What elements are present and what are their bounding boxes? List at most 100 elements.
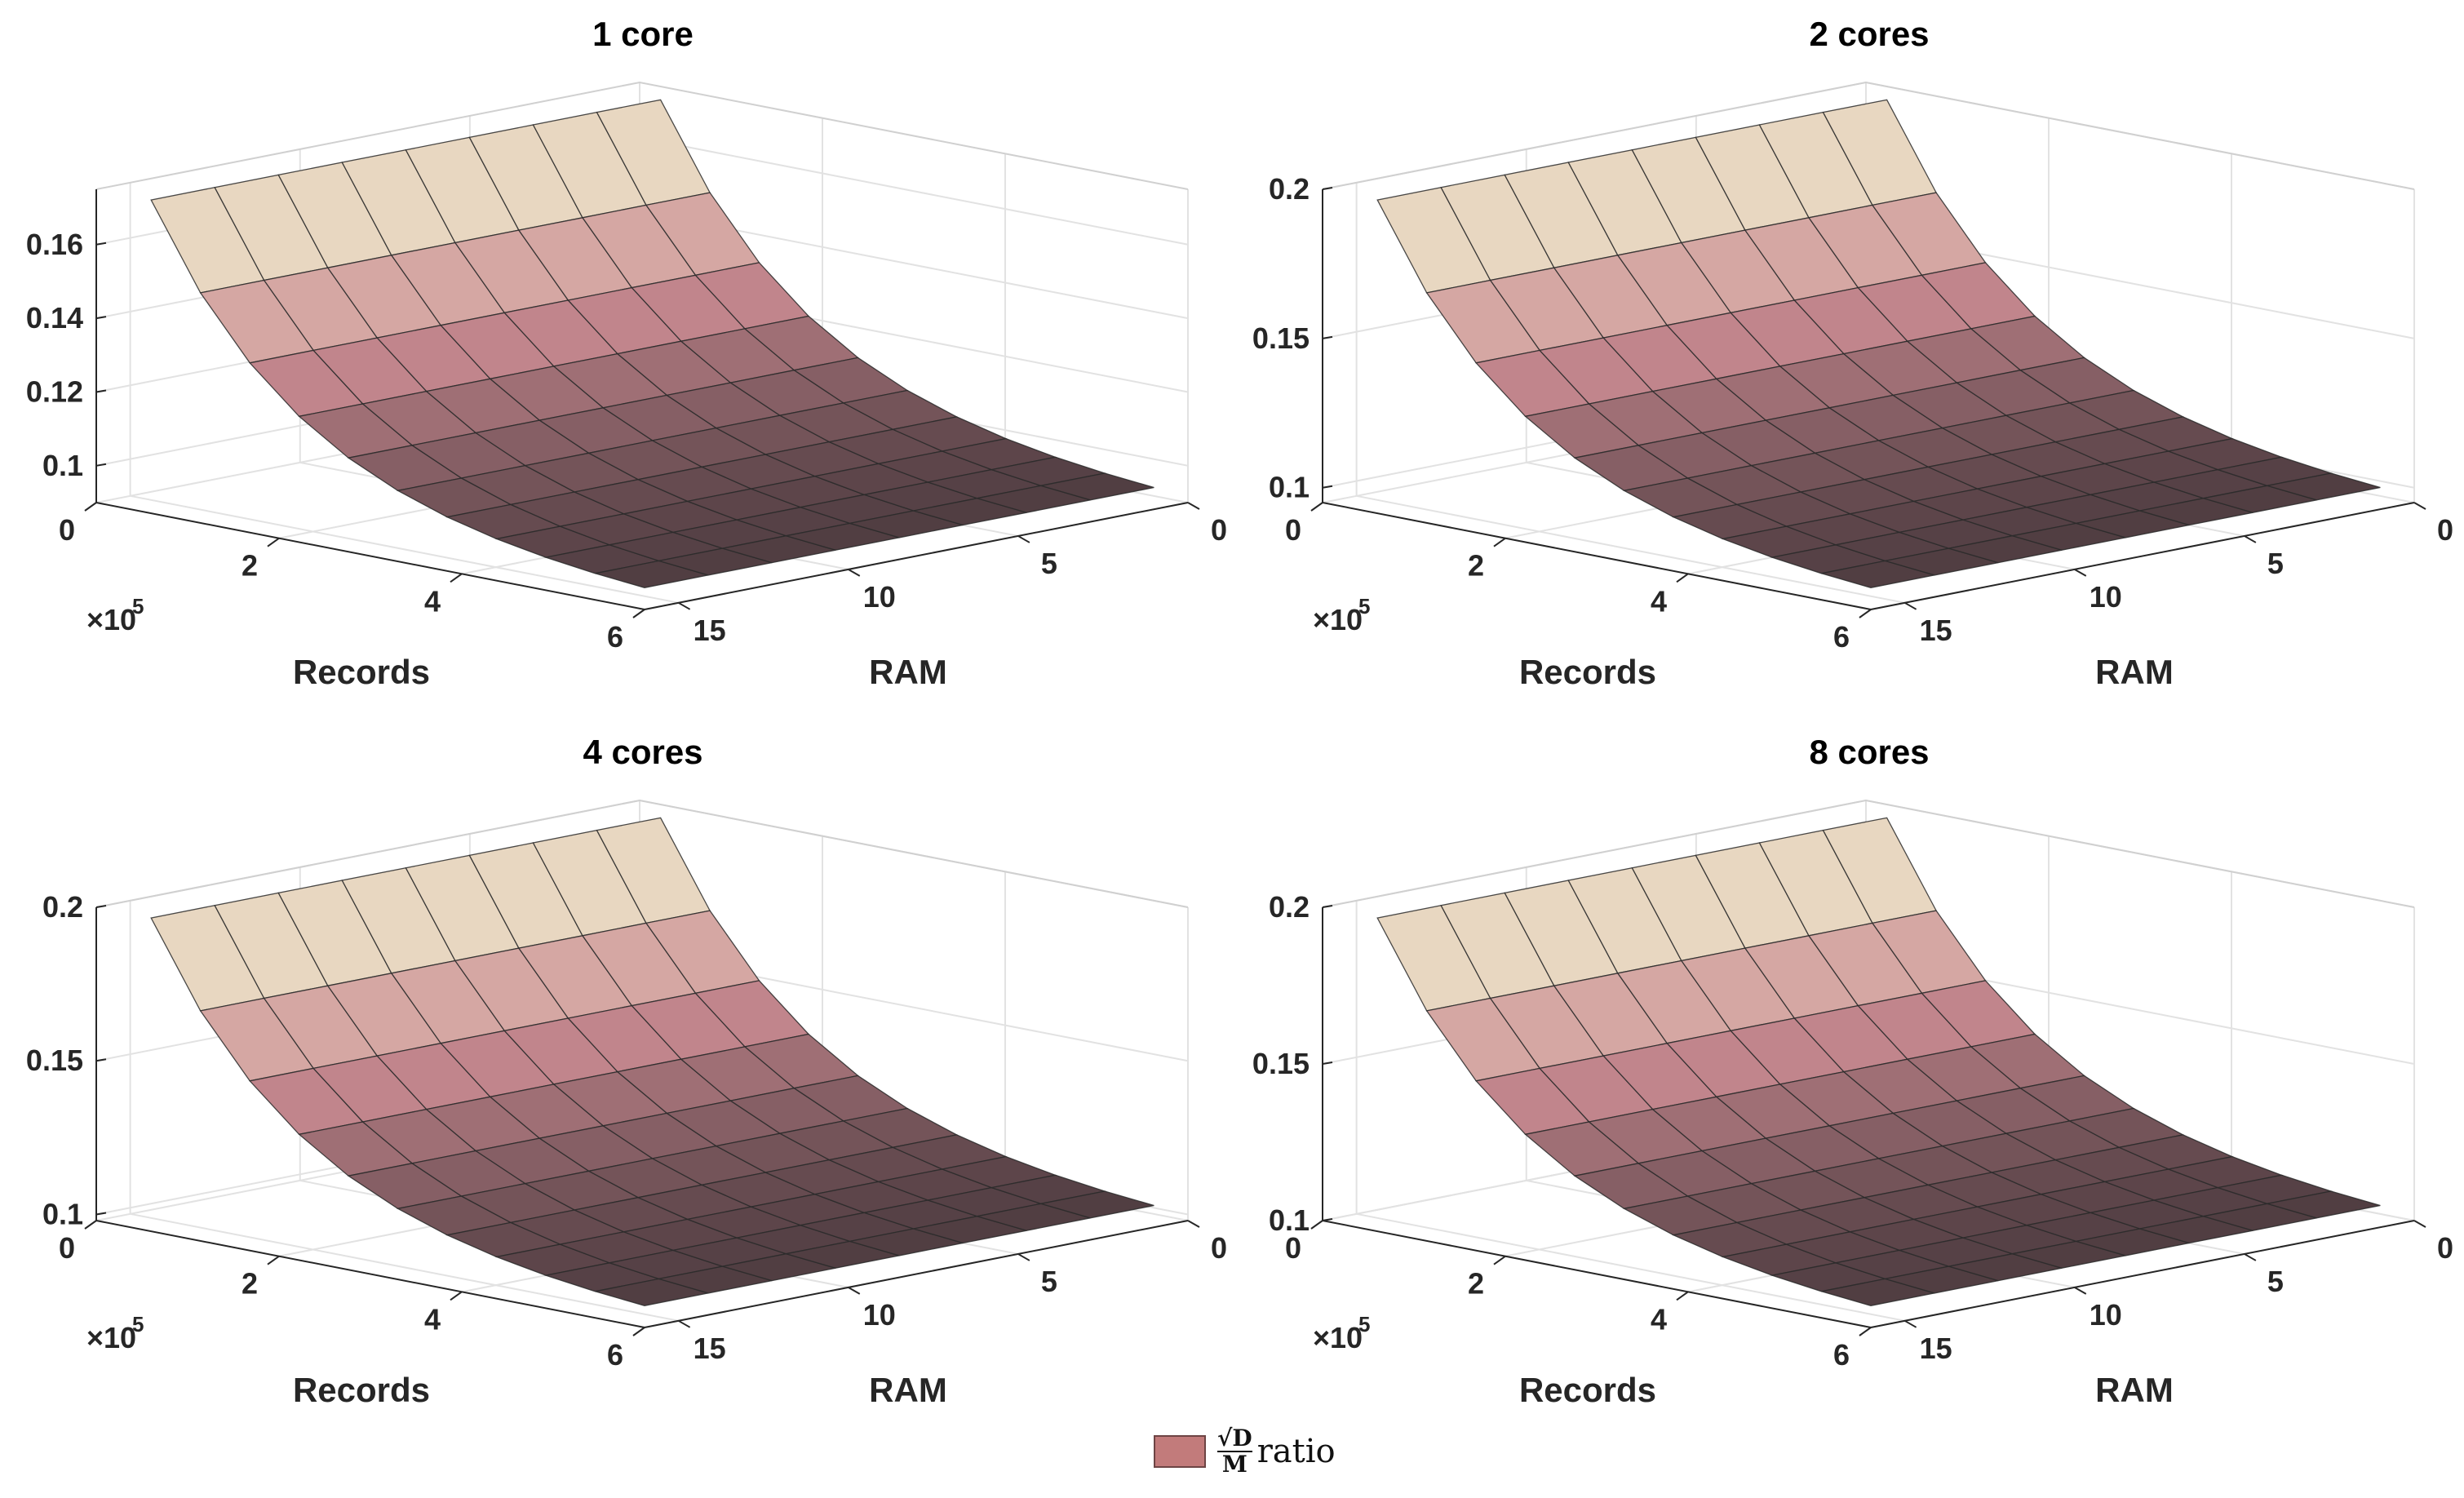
legend-fraction: √D M: [1217, 1426, 1252, 1477]
ram-tick-mark-1: [2244, 535, 2257, 543]
box-top-edge: [1322, 81, 2415, 190]
z-tick-label-2: 0.2: [1269, 890, 1310, 924]
surface: [1376, 817, 2381, 1306]
ram-tick-mark-1: [1017, 1253, 1030, 1261]
records-axis-line: [1322, 502, 1872, 610]
z-tick-mark-1: [1322, 1061, 1333, 1065]
z-tick-mark-0: [1322, 1218, 1333, 1221]
z-tick-label-0: 0.1: [42, 1197, 83, 1230]
records-tick-label-1: 2: [242, 1267, 258, 1301]
ram-tick-label-3: 15: [694, 1332, 726, 1365]
ram-tick-mark-0: [1187, 502, 1200, 510]
z-tick-mark-2: [1322, 905, 1333, 908]
z-tick-label-2: 0.2: [1269, 172, 1310, 206]
records-tick-mark-1: [1493, 537, 1506, 547]
box-top-edge: [95, 81, 1189, 190]
records-tick-label-1: 2: [242, 549, 258, 583]
legend: √D M ratio: [1154, 1423, 1336, 1480]
ram-tick-mark-3: [1904, 1319, 1917, 1328]
surface: [150, 99, 1154, 588]
records-multiplier: ×10: [1313, 1321, 1363, 1354]
records-tick-label-0: 0: [59, 1231, 75, 1265]
z-tick-label-2: 0.14: [26, 301, 83, 335]
records-tick-label-2: 4: [1651, 584, 1667, 618]
ram-tick-label-2: 10: [2090, 580, 2122, 614]
z-tick-label-1: 0.15: [1252, 321, 1310, 355]
ram-tick-label-0: 0: [2437, 513, 2453, 547]
ram-axis-line: [1870, 502, 2415, 610]
records-axis-line: [95, 1220, 645, 1328]
ram-tick-mark-0: [1187, 1220, 1200, 1228]
axes: 0.1 0.15 0.2 0 2 4 6 0 5 10 15: [1252, 890, 2453, 1372]
records-tick-mark-1: [267, 537, 280, 547]
records-tick-mark-0: [84, 502, 97, 512]
records-axis-label: Records: [1519, 653, 1656, 691]
records-tick-mark-1: [267, 1255, 280, 1265]
records-multiplier-exponent: 5: [132, 594, 144, 618]
ram-tick-mark-2: [2074, 1287, 2087, 1295]
records-tick-mark-0: [1310, 1220, 1323, 1230]
z-tick-mark-1: [95, 389, 107, 393]
ram-tick-mark-3: [1904, 601, 1917, 610]
chart-title: 2 cores: [1809, 15, 1929, 53]
z-tick-mark-1: [95, 1058, 107, 1062]
z-tick-label-0: 0.1: [1269, 471, 1310, 504]
z-tick-mark-1: [1322, 335, 1333, 339]
z-tick-label-0: 0.1: [1269, 1203, 1310, 1237]
ram-tick-mark-3: [678, 601, 691, 610]
z-tick-mark-2: [95, 905, 107, 908]
axes: 0.1 0.15 0.2 0 2 4 6 0 5 10 15: [26, 890, 1227, 1372]
records-tick-mark-2: [1676, 1291, 1689, 1301]
records-tick-mark-3: [632, 1327, 645, 1336]
z-tick-mark-0: [95, 463, 107, 467]
chart-title: 8 cores: [1809, 733, 1929, 771]
grid-floor-ram-3: [130, 494, 679, 604]
ram-tick-label-1: 5: [2267, 1265, 2284, 1298]
records-tick-label-0: 0: [1285, 513, 1301, 547]
axes: 0.1 0.12 0.14 0.16 0 2 4 6 0 5 10 15: [26, 189, 1227, 654]
ram-axis-label: RAM: [2095, 653, 2174, 691]
ram-tick-mark-2: [2074, 569, 2087, 577]
ram-tick-mark-0: [2413, 502, 2426, 510]
records-tick-mark-3: [1859, 1327, 1872, 1336]
ram-tick-mark-1: [1017, 535, 1030, 543]
z-tick-label-1: 0.12: [26, 374, 83, 408]
ram-tick-label-0: 0: [1211, 1231, 1227, 1265]
records-tick-label-3: 6: [607, 1338, 623, 1372]
records-tick-label-2: 4: [1651, 1302, 1667, 1336]
chart-title: 1 core: [592, 15, 694, 53]
ram-tick-label-1: 5: [2267, 547, 2284, 580]
legend-swatch: [1154, 1435, 1206, 1468]
z-tick-label-1: 0.15: [1252, 1047, 1310, 1080]
records-multiplier-exponent: 5: [1358, 1312, 1370, 1336]
records-tick-mark-2: [450, 1291, 463, 1301]
surface-patch-9-0: [1040, 1190, 1154, 1219]
records-tick-label-0: 0: [59, 513, 75, 547]
ram-axis-line: [1870, 1220, 2415, 1328]
records-multiplier-exponent: 5: [1358, 594, 1370, 618]
ram-tick-label-2: 10: [2090, 1298, 2122, 1332]
ram-tick-mark-2: [848, 1287, 861, 1295]
records-tick-label-3: 6: [1833, 1338, 1850, 1372]
z-tick-mark-0: [95, 1212, 107, 1216]
ram-tick-label-1: 5: [1041, 1265, 1057, 1298]
grid-floor-ram-3: [1356, 494, 1905, 604]
surface-patch-9-0: [2267, 472, 2381, 501]
ram-tick-label-3: 15: [1920, 1332, 1952, 1365]
records-tick-label-1: 2: [1468, 549, 1484, 583]
chart-title: 4 cores: [583, 733, 702, 771]
records-tick-label-3: 6: [1833, 620, 1850, 654]
records-tick-label-0: 0: [1285, 1231, 1301, 1265]
surface-patch-9-0: [2267, 1190, 2381, 1219]
records-axis-label: Records: [293, 653, 430, 691]
ram-tick-mark-1: [2244, 1253, 2257, 1261]
records-tick-mark-3: [1859, 609, 1872, 618]
records-multiplier-exponent: 5: [132, 1312, 144, 1336]
records-tick-mark-2: [1676, 573, 1689, 583]
records-tick-mark-0: [84, 1220, 97, 1230]
records-tick-mark-3: [632, 609, 645, 618]
z-tick-label-3: 0.16: [26, 228, 83, 261]
